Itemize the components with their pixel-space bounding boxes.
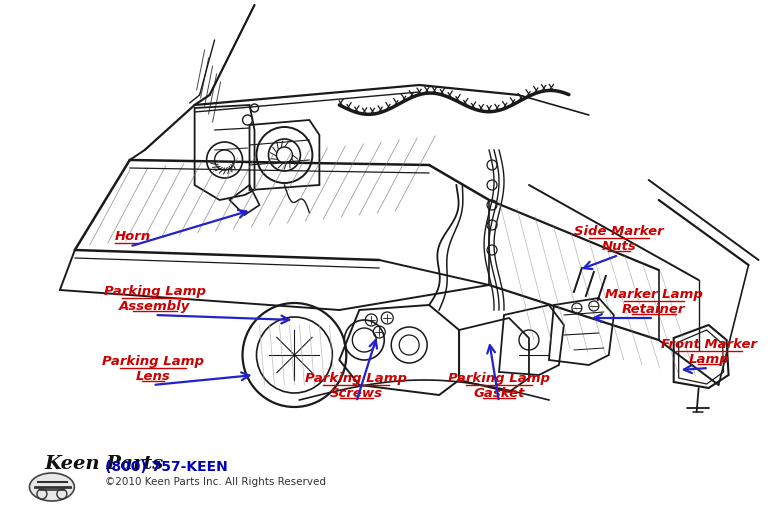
- Text: Parking Lamp
Screws: Parking Lamp Screws: [305, 372, 407, 400]
- Text: Parking Lamp
Gasket: Parking Lamp Gasket: [448, 372, 550, 400]
- Text: Parking Lamp
Assembly: Parking Lamp Assembly: [104, 285, 206, 313]
- Text: Parking Lamp
Lens: Parking Lamp Lens: [102, 355, 204, 383]
- Text: Keen Parts: Keen Parts: [45, 455, 164, 473]
- Ellipse shape: [29, 473, 75, 501]
- Text: Horn: Horn: [115, 230, 151, 243]
- Text: Side Marker
Nuts: Side Marker Nuts: [574, 225, 664, 253]
- Text: Front Marker
Lamp: Front Marker Lamp: [661, 338, 757, 366]
- Text: Marker Lamp
Retainer: Marker Lamp Retainer: [604, 288, 703, 316]
- Text: (800) 757-KEEN: (800) 757-KEEN: [105, 460, 228, 474]
- Text: ©2010 Keen Parts Inc. All Rights Reserved: ©2010 Keen Parts Inc. All Rights Reserve…: [105, 477, 326, 487]
